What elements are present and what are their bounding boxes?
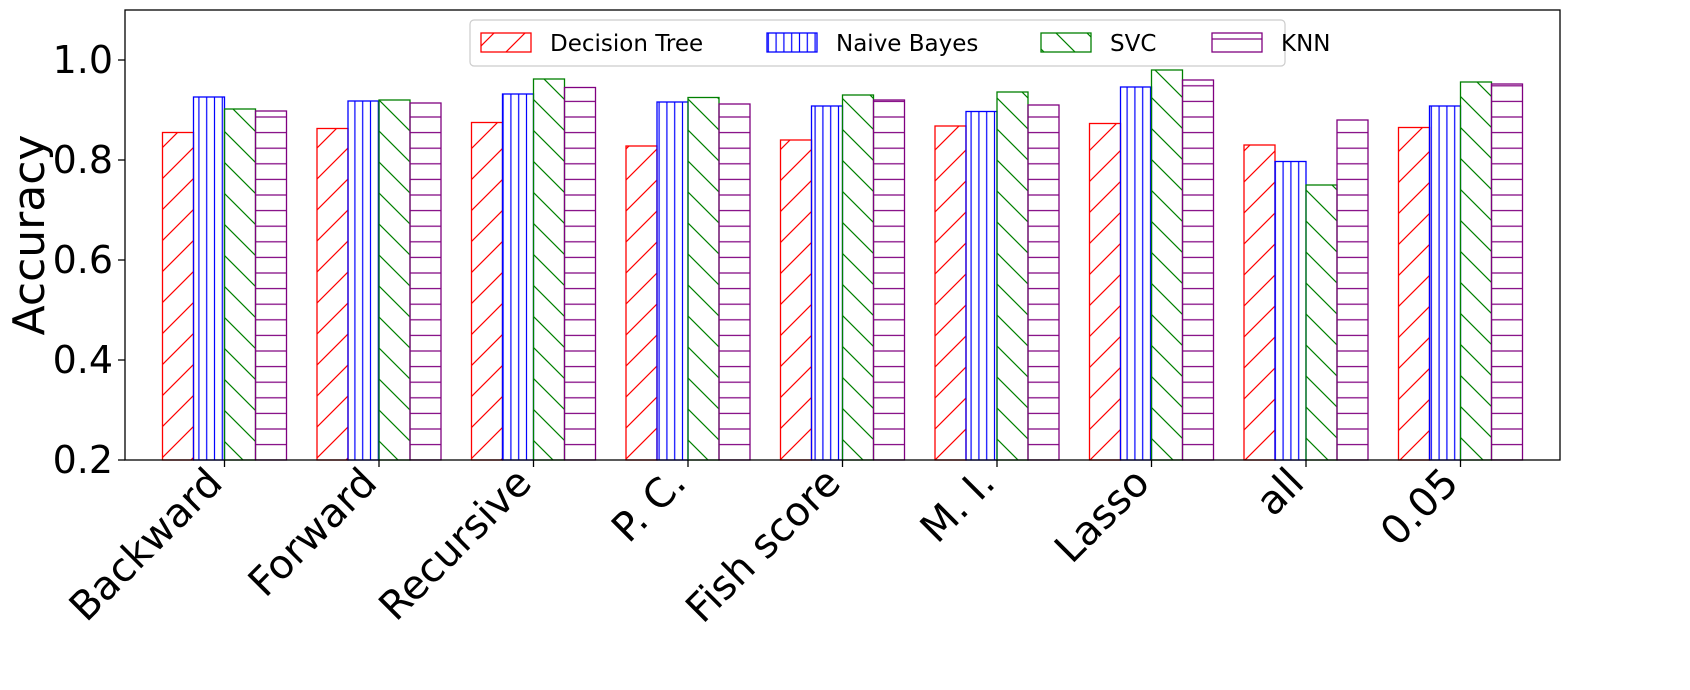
y-tick-label: 1.0 [53,38,113,82]
bar-decision-tree-7 [1243,144,1276,461]
bar-svc-6 [1150,69,1184,461]
x-tick-label: P. C. [603,460,695,552]
bar-naive-bayes-7 [1274,160,1307,461]
y-axis: 0.2 0.4 0.6 0.8 1.0 [53,38,125,482]
bar-decision-tree-4 [779,139,813,461]
legend-label: KNN [1281,31,1331,57]
bar-knn-3 [718,103,751,461]
bar-svc-7 [1305,184,1338,461]
legend: Decision Tree Naive Bayes SVC KNN [469,19,1331,67]
bar-knn-8 [1490,83,1524,461]
x-tick-label: Forward [240,460,386,606]
legend-label: Naive Bayes [836,31,978,57]
bar-knn-7 [1336,119,1369,461]
bar-knn-6 [1181,79,1215,461]
legend-label: Decision Tree [550,31,703,57]
bar-decision-tree-8 [1397,126,1431,461]
bar-naive-bayes-2 [501,93,535,461]
bar-svc-3 [687,96,720,461]
x-tick-label: Backward [61,460,232,631]
y-tick-label: 0.2 [53,438,113,482]
x-tick-label: Fish score [677,460,849,632]
bar-naive-bayes-3 [656,101,689,461]
legend-swatch-knn [1211,32,1263,53]
x-tick-label: 0.05 [1372,460,1468,556]
y-axis-label: Accuracy [4,135,55,336]
bar-knn-0 [254,110,288,461]
x-tick-label: M. I. [912,460,1004,552]
bar-knn-5 [1027,104,1060,461]
legend-label: SVC [1110,31,1156,57]
bar-decision-tree-3 [625,145,658,461]
bar-knn-1 [409,102,442,461]
bar-svc-4 [841,94,875,461]
bars-layer [161,69,1524,461]
legend-frame [469,19,1286,67]
y-tick-label: 0.4 [53,338,113,382]
bar-decision-tree-6 [1088,122,1122,461]
bar-knn-2 [563,86,597,461]
bar-decision-tree-1 [316,127,349,461]
legend-swatch-decision-tree [480,32,532,53]
legend-swatch-svc [1040,32,1092,53]
bar-svc-5 [996,91,1029,461]
x-tick-label: all [1247,460,1313,526]
bar-knn-4 [872,99,906,461]
bar-naive-bayes-6 [1119,86,1153,461]
x-tick-label: Recursive [370,460,540,630]
bar-naive-bayes-1 [347,100,380,461]
bar-svc-1 [378,99,411,461]
bar-decision-tree-5 [934,125,967,461]
legend-swatch-naive-bayes [766,32,818,53]
bar-naive-bayes-8 [1428,105,1462,461]
bar-naive-bayes-5 [965,110,998,461]
bar-svc-8 [1459,81,1493,461]
y-tick-label: 0.8 [53,138,113,182]
bar-svc-2 [532,78,566,461]
x-tick-label: Lasso [1046,460,1158,572]
y-tick-label: 0.6 [53,238,113,282]
bar-naive-bayes-0 [192,96,226,461]
bar-decision-tree-2 [470,121,504,461]
bar-naive-bayes-4 [810,105,844,461]
bar-decision-tree-0 [161,131,195,461]
bar-svc-0 [223,108,257,461]
